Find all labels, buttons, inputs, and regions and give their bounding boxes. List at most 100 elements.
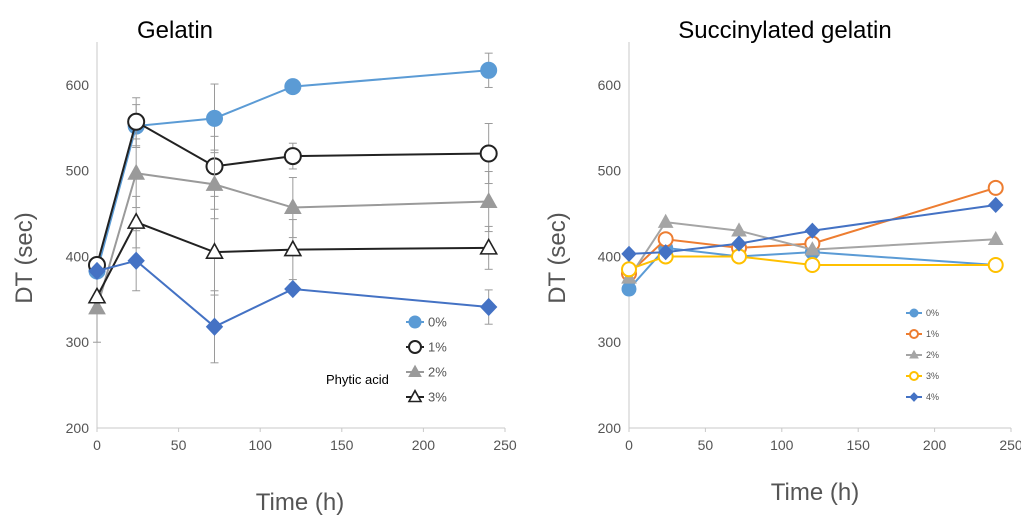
legend-title: Phytic acid bbox=[326, 372, 389, 387]
series-group bbox=[87, 52, 499, 364]
y-tick-label: 600 bbox=[598, 77, 622, 93]
data-point bbox=[127, 163, 146, 180]
data-point bbox=[621, 261, 637, 278]
legend-label: 0% bbox=[428, 315, 447, 330]
data-point bbox=[987, 179, 1004, 196]
y-tick-label: 200 bbox=[66, 420, 90, 436]
x-axis-label: Time (h) bbox=[771, 479, 859, 506]
series-group bbox=[621, 179, 1004, 297]
data-point bbox=[804, 222, 821, 239]
legend-item: 3% bbox=[406, 389, 447, 405]
data-point bbox=[804, 257, 821, 274]
legend-marker bbox=[909, 329, 919, 339]
legend-marker bbox=[909, 392, 919, 402]
data-point bbox=[479, 237, 499, 255]
legend-label: 3% bbox=[926, 371, 939, 381]
data-point bbox=[284, 78, 302, 96]
data-point bbox=[479, 144, 498, 163]
x-tick-label: 250 bbox=[493, 437, 517, 453]
y-tick-label: 200 bbox=[598, 420, 622, 436]
series-4pct bbox=[621, 196, 1004, 262]
x-tick-label: 250 bbox=[999, 437, 1021, 453]
x-tick-label: 0 bbox=[93, 437, 101, 453]
legend-item: 2% bbox=[406, 365, 447, 380]
data-point bbox=[479, 297, 498, 317]
series-3pct bbox=[87, 195, 499, 304]
data-point bbox=[127, 251, 145, 270]
legend-item: 0% bbox=[906, 308, 939, 318]
data-point bbox=[127, 112, 146, 131]
legend-marker bbox=[909, 371, 919, 381]
data-point bbox=[731, 235, 747, 252]
y-tick-label: 300 bbox=[66, 334, 90, 350]
data-point bbox=[988, 196, 1004, 214]
series-unlabeled bbox=[88, 230, 498, 364]
data-point bbox=[88, 298, 106, 315]
x-tick-label: 150 bbox=[330, 437, 354, 453]
legend-label: 4% bbox=[926, 392, 939, 402]
legend-item: 1% bbox=[406, 340, 447, 355]
data-point bbox=[205, 317, 224, 336]
legend-marker bbox=[909, 308, 919, 318]
x-tick-label: 100 bbox=[770, 437, 794, 453]
succinylated-gelatin-chart: Succinylated gelatin DT (sec) Time (h) 2… bbox=[544, 17, 1021, 506]
data-point bbox=[657, 244, 674, 261]
legend-item: 3% bbox=[906, 371, 939, 381]
legend-label: 1% bbox=[926, 329, 939, 339]
axes: 200 300 400 500 600 0 50 100 150 200 250 bbox=[66, 42, 517, 453]
data-point bbox=[283, 198, 302, 215]
x-axis-label: Time (h) bbox=[256, 489, 344, 516]
x-tick-label: 200 bbox=[412, 437, 436, 453]
x-tick-label: 100 bbox=[249, 437, 273, 453]
x-tick-label: 50 bbox=[698, 437, 714, 453]
x-tick-label: 150 bbox=[847, 437, 871, 453]
y-axis-label: DT (sec) bbox=[11, 212, 38, 304]
legend-marker bbox=[408, 340, 422, 354]
data-point bbox=[283, 239, 303, 257]
data-point bbox=[126, 212, 146, 229]
data-point bbox=[479, 192, 498, 209]
data-point bbox=[284, 279, 302, 299]
y-axis-label: DT (sec) bbox=[544, 212, 571, 304]
y-tick-label: 500 bbox=[598, 163, 622, 179]
legend-marker bbox=[408, 315, 422, 329]
data-point bbox=[88, 261, 106, 281]
data-point bbox=[987, 230, 1004, 246]
y-tick-label: 400 bbox=[66, 248, 90, 264]
gelatin-chart: Gelatin DT (sec) Time (h) 20030040050060… bbox=[11, 17, 517, 516]
legend-marker bbox=[909, 349, 919, 359]
data-point bbox=[206, 109, 224, 127]
data-point bbox=[87, 286, 107, 304]
chart-title: Gelatin bbox=[137, 17, 213, 44]
data-point bbox=[283, 147, 302, 166]
data-point bbox=[621, 281, 637, 297]
legend-marker bbox=[408, 364, 422, 377]
x-tick-label: 0 bbox=[625, 437, 633, 453]
legend-marker bbox=[407, 389, 423, 403]
data-point bbox=[621, 245, 637, 262]
legend: 0% 1% 2% 3% 4% bbox=[906, 308, 939, 402]
legend-item: 2% bbox=[906, 349, 939, 360]
y-tick-label: 500 bbox=[66, 163, 90, 179]
y-tick-label: 600 bbox=[66, 77, 90, 93]
legend-item: 1% bbox=[906, 329, 939, 339]
legend-label: 2% bbox=[926, 350, 939, 360]
y-tick-label: 400 bbox=[598, 248, 622, 264]
y-tick-label: 300 bbox=[598, 334, 622, 350]
data-point bbox=[987, 257, 1004, 274]
data-point bbox=[480, 61, 498, 79]
legend-item: 0% bbox=[406, 315, 447, 330]
x-tick-label: 200 bbox=[923, 437, 947, 453]
data-point bbox=[205, 174, 224, 191]
data-point bbox=[804, 241, 821, 256]
legend-label: 0% bbox=[926, 308, 939, 318]
series-2pct bbox=[88, 138, 498, 343]
data-point bbox=[205, 242, 224, 259]
legend-label: 3% bbox=[428, 390, 447, 405]
x-tick-label: 50 bbox=[171, 437, 187, 453]
axes: 200 300 400 500 600 0 50 100 150 200 250 bbox=[598, 42, 1021, 453]
legend: 0% 1% 2% 3% bbox=[406, 315, 447, 405]
legend-item: 4% bbox=[906, 392, 939, 402]
legend-label: 2% bbox=[428, 365, 447, 380]
